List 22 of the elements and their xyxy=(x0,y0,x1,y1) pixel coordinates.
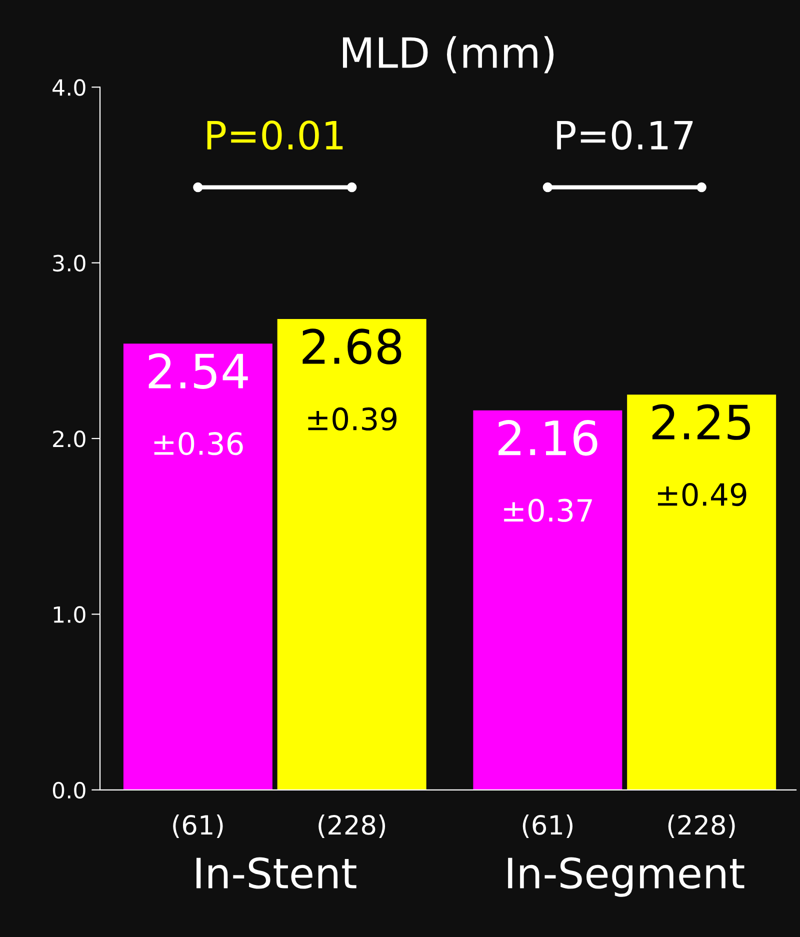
x-tick-label: In-Stent xyxy=(196,857,356,889)
annotation: P=0.01 xyxy=(207,120,343,150)
text: (228) xyxy=(318,814,386,838)
x-tick-label: In-Segment xyxy=(508,857,744,897)
data-label: 2.16 ±0.37 xyxy=(498,420,598,522)
data-label: 2.54 ±0.36 xyxy=(148,353,248,456)
y-tick-label: 0.0 xyxy=(52,782,86,799)
bar xyxy=(473,410,622,790)
annotation: P=0.17 xyxy=(557,120,693,150)
text: (228) xyxy=(668,814,735,838)
y-tick-label: 2.0 xyxy=(53,430,86,448)
bar xyxy=(123,344,272,790)
bar xyxy=(627,394,776,790)
data-label: 2.68 ±0.39 xyxy=(302,328,402,431)
data-label: 2.25 ±0.49 xyxy=(652,404,750,506)
y-tick-label: 1.0 xyxy=(54,606,86,623)
y-tick-label: 3.0 xyxy=(53,254,86,272)
chart-title: MLD (mm) xyxy=(343,36,554,74)
bar xyxy=(277,319,426,790)
y-tick-label: 4.0 xyxy=(52,79,86,96)
text: (61) xyxy=(522,814,572,838)
text: (61) xyxy=(173,814,223,838)
